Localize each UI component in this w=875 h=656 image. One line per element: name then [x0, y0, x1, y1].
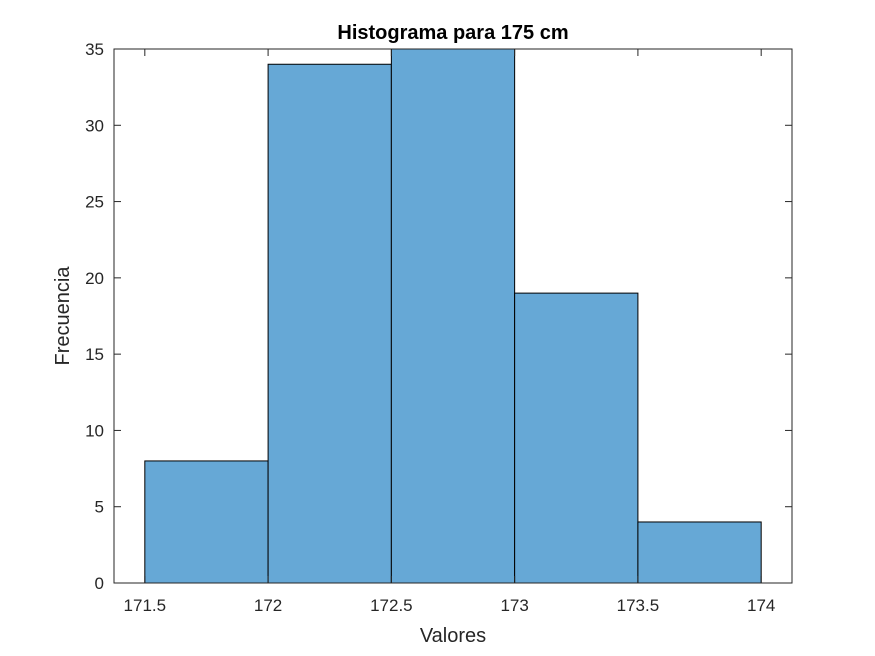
axes-box: [113, 48, 793, 584]
x-tick-label: 171.5: [124, 596, 167, 615]
x-tick-label: 174: [747, 596, 775, 615]
chart-title: Histograma para 175 cm: [337, 22, 568, 44]
y-tick-label: 0: [95, 574, 104, 593]
y-tick-label: 25: [85, 193, 104, 212]
y-tick-label: 20: [85, 269, 104, 288]
y-axis-title: Frecuencia: [52, 266, 74, 366]
ticks-group: 171.5 172 172.5 173 173.5 174 0 5 10 15 20 25 30 35: [85, 40, 792, 615]
x-tick-label: 173.5: [617, 596, 660, 615]
histogram-bar: [637, 521, 762, 584]
x-tick-label: 172.5: [370, 596, 413, 615]
histogram-bar: [514, 292, 639, 584]
x-tick-label: 173: [500, 596, 528, 615]
x-axis-title: Valores: [420, 625, 486, 647]
y-tick-label: 35: [85, 40, 104, 59]
x-tick-label: 172: [254, 596, 282, 615]
histogram-bar: [390, 48, 516, 584]
y-tick-label: 10: [85, 421, 104, 440]
histogram-bar: [144, 460, 269, 584]
bars-group: [144, 48, 762, 584]
y-tick-label: 5: [95, 498, 104, 517]
y-tick-label: 15: [85, 345, 104, 364]
histogram-bar: [267, 63, 392, 584]
y-tick-label: 30: [85, 116, 104, 135]
